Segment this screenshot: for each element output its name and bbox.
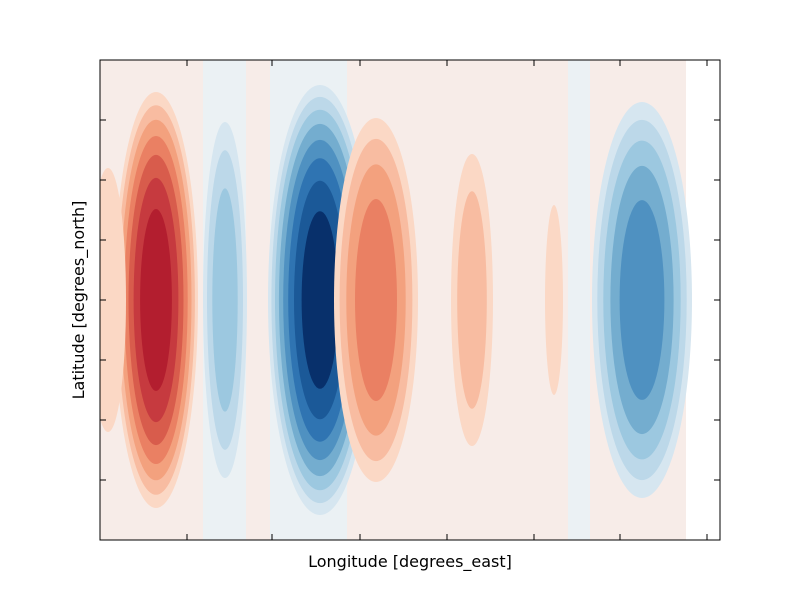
contour-level xyxy=(140,209,172,391)
background-band xyxy=(246,60,270,540)
x-axis-label: Longitude [degrees_east] xyxy=(308,552,512,572)
contour-level xyxy=(355,199,397,401)
contour-level xyxy=(457,191,487,409)
contour-lobe xyxy=(451,154,493,446)
plot-area xyxy=(100,60,692,540)
contour-level xyxy=(212,188,238,412)
axis-ticks xyxy=(100,60,720,540)
contour-level xyxy=(545,205,563,395)
contour-lobes xyxy=(100,85,692,515)
background-band xyxy=(568,60,590,540)
contour-lobe xyxy=(592,102,692,498)
contour-level xyxy=(619,200,665,400)
contour-lobe xyxy=(100,168,126,432)
contour-lobe xyxy=(114,92,198,508)
contour-level xyxy=(301,211,339,389)
contour-lobe xyxy=(334,118,418,482)
contour-lobe xyxy=(545,205,563,395)
contour-level xyxy=(100,168,126,432)
contour-lobe xyxy=(203,122,247,478)
y-axis-label: Latitude [degrees_north] xyxy=(69,201,89,400)
